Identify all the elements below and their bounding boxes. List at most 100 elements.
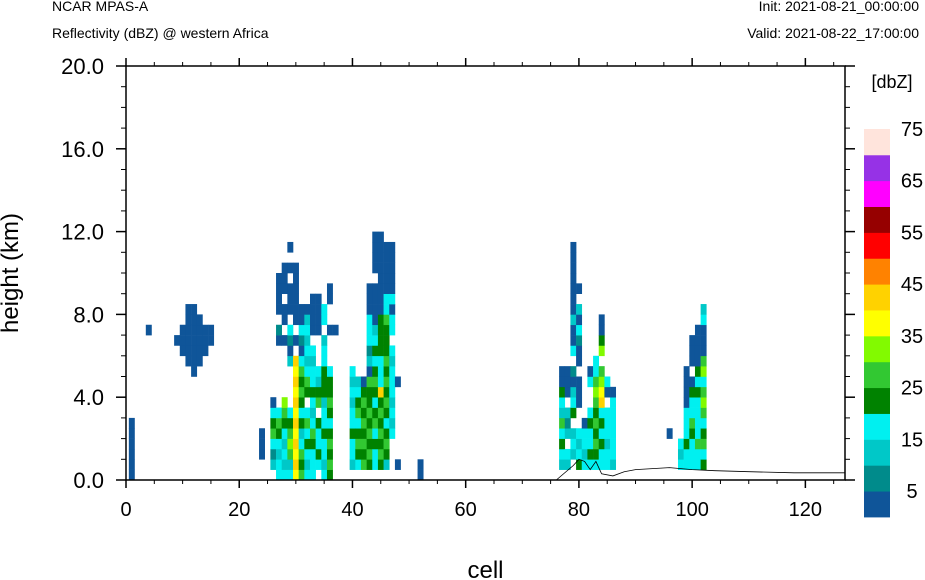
reflectivity-cell <box>321 335 328 346</box>
reflectivity-cell <box>315 376 322 388</box>
x-tick-label: 0 <box>120 499 131 521</box>
colorbar-swatch <box>864 439 890 466</box>
reflectivity-cell <box>270 438 277 450</box>
reflectivity-cell <box>576 335 583 346</box>
reflectivity-cell <box>321 417 328 429</box>
reflectivity-cell <box>310 407 316 419</box>
reflectivity-cell <box>276 428 282 439</box>
reflectivity-cell <box>389 355 396 367</box>
reflectivity-cell <box>700 335 707 346</box>
reflectivity-cell <box>287 335 294 346</box>
colorbar-swatch <box>864 154 890 182</box>
reflectivity-cell <box>383 386 390 398</box>
reflectivity-cell <box>689 459 696 470</box>
reflectivity-cell <box>366 304 373 315</box>
reflectivity-cell <box>700 386 707 398</box>
reflectivity-cell <box>326 438 333 450</box>
reflectivity-cell <box>689 407 696 419</box>
reflectivity-cell <box>598 438 605 450</box>
x-tick-label: 120 <box>789 499 822 521</box>
reflectivity-cell <box>694 376 701 388</box>
reflectivity-cell <box>372 241 379 253</box>
reflectivity-cell <box>196 314 203 326</box>
reflectivity-cell <box>700 438 707 450</box>
reflectivity-cell <box>570 241 577 253</box>
reflectivity-cell <box>366 314 373 326</box>
reflectivity-cell <box>185 355 192 367</box>
reflectivity-cell <box>383 262 390 274</box>
reflectivity-cell <box>281 262 288 274</box>
reflectivity-cell <box>128 417 135 429</box>
reflectivity-cell <box>689 376 696 388</box>
reflectivity-cell <box>417 459 424 470</box>
reflectivity-cell <box>304 438 311 450</box>
reflectivity-cell <box>185 304 192 315</box>
reflectivity-cell <box>683 366 690 377</box>
reflectivity-cell <box>366 459 373 470</box>
reflectivity-cell <box>389 324 396 336</box>
reflectivity-cell <box>196 335 203 346</box>
colorbar-swatch <box>864 335 890 363</box>
reflectivity-cell <box>304 335 311 346</box>
reflectivity-cell <box>321 459 328 470</box>
reflectivity-cell <box>689 448 696 460</box>
reflectivity-cell <box>326 469 333 481</box>
reflectivity-cell <box>564 459 571 470</box>
reflectivity-cell <box>196 355 203 367</box>
colorbar-swatch <box>864 206 890 233</box>
reflectivity-cell <box>293 386 299 398</box>
reflectivity-cell <box>321 397 328 408</box>
colorbar-swatch <box>864 491 890 518</box>
reflectivity-cell <box>360 386 367 398</box>
reflectivity-cell <box>315 428 322 439</box>
reflectivity-cell <box>377 283 384 294</box>
reflectivity-cell <box>191 366 198 377</box>
reflectivity-cell <box>377 252 384 263</box>
reflectivity-cell <box>185 314 192 326</box>
reflectivity-cell <box>202 335 209 346</box>
reflectivity-cell <box>293 355 299 367</box>
reflectivity-cell <box>310 417 316 429</box>
reflectivity-cell <box>349 438 356 450</box>
reflectivity-cell <box>700 397 707 408</box>
reflectivity-cell <box>202 324 209 336</box>
reflectivity-cell <box>366 324 373 336</box>
x-tick-label: 60 <box>455 499 477 521</box>
reflectivity-cell <box>304 345 311 357</box>
reflectivity-cell <box>694 438 701 450</box>
reflectivity-cell <box>559 376 566 388</box>
reflectivity-cell <box>304 376 311 388</box>
reflectivity-cell <box>689 438 696 450</box>
reflectivity-cell <box>581 428 588 439</box>
reflectivity-cell <box>366 417 373 429</box>
terrain-outline <box>126 458 845 481</box>
reflectivity-cell <box>564 366 571 377</box>
reflectivity-cell <box>570 293 577 305</box>
reflectivity-cell <box>377 459 384 470</box>
reflectivity-cell <box>355 417 362 429</box>
reflectivity-cell <box>366 448 373 460</box>
reflectivity-cell <box>383 428 390 439</box>
reflectivity-cell <box>310 293 316 305</box>
reflectivity-cell <box>298 448 305 460</box>
reflectivity-cell <box>700 407 707 419</box>
reflectivity-cell <box>598 324 605 336</box>
reflectivity-cell <box>355 448 362 460</box>
reflectivity-cell <box>576 397 583 408</box>
reflectivity-cell <box>360 376 367 388</box>
reflectivity-cell <box>298 407 305 419</box>
reflectivity-cell <box>377 324 384 336</box>
reflectivity-cell <box>372 386 379 398</box>
reflectivity-cell <box>287 262 294 274</box>
reflectivity-cell <box>694 386 701 398</box>
reflectivity-cell <box>366 376 373 388</box>
reflectivity-cell <box>700 417 707 429</box>
reflectivity-cell <box>677 459 684 470</box>
reflectivity-cell <box>281 273 288 284</box>
reflectivity-cell <box>315 293 322 305</box>
reflectivity-cell <box>689 417 696 429</box>
reflectivity-cell <box>372 366 379 377</box>
field-name: Reflectivity (dBZ) @ western Africa <box>52 25 269 41</box>
reflectivity-cell <box>377 262 384 274</box>
reflectivity-cell <box>389 283 396 294</box>
